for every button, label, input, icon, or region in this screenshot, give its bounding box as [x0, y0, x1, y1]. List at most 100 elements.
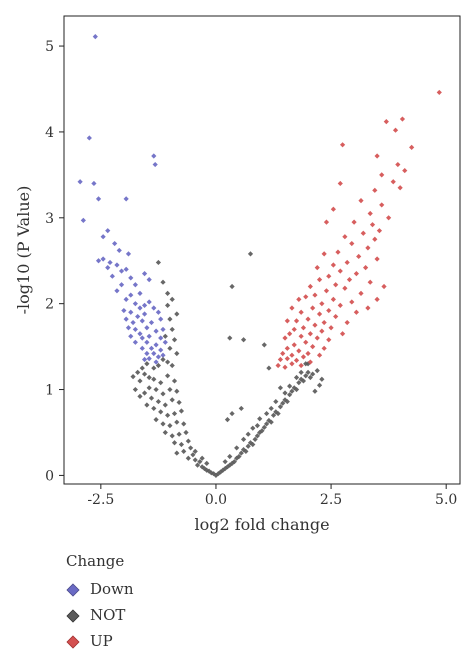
data-point [132, 301, 138, 307]
data-point [314, 368, 320, 374]
data-point [160, 326, 166, 333]
data-point [169, 296, 175, 302]
data-point [289, 305, 295, 311]
data-point [80, 217, 86, 223]
data-point [174, 450, 180, 456]
data-point [250, 441, 256, 448]
data-point [162, 402, 168, 408]
data-point [356, 253, 362, 260]
data-point [266, 365, 272, 371]
data-point [250, 425, 256, 431]
data-point [162, 429, 168, 436]
data-point [282, 390, 288, 396]
y-tick-label: 2 [45, 297, 54, 313]
data-point [268, 405, 274, 412]
data-point [144, 361, 150, 367]
data-point [360, 230, 366, 236]
data-point [312, 388, 318, 394]
data-point [155, 398, 161, 405]
data-point [296, 380, 302, 386]
data-point [402, 167, 408, 174]
data-point [217, 469, 224, 475]
data-point [337, 302, 343, 308]
data-point [436, 89, 442, 96]
y-axis: 0 1 2 3 4 5 [45, 39, 64, 484]
data-point [296, 348, 302, 354]
data-point [303, 361, 309, 367]
data-point [174, 311, 180, 317]
data-point [395, 161, 401, 168]
data-point [112, 240, 118, 247]
data-point [259, 428, 265, 434]
x-tick-label: -2.5 [87, 492, 114, 508]
data-point [130, 374, 136, 380]
legend-swatch-down [66, 583, 80, 597]
data-point [132, 282, 138, 288]
data-point [171, 337, 178, 343]
data-point [305, 316, 311, 322]
data-point [261, 424, 267, 430]
y-tick-label: 5 [45, 39, 54, 55]
data-point [153, 328, 159, 334]
data-point [365, 305, 371, 311]
data-point [139, 365, 145, 371]
data-point [130, 319, 136, 326]
legend-swatch-not [66, 609, 80, 623]
data-point [287, 383, 293, 389]
data-point [151, 405, 157, 412]
data-point [381, 283, 387, 290]
data-point [227, 335, 233, 341]
data-point [114, 262, 120, 268]
data-point [280, 350, 286, 357]
data-point [293, 374, 300, 381]
data-point [342, 234, 348, 240]
data-point [383, 119, 389, 125]
data-point [86, 135, 92, 141]
data-point [372, 236, 378, 242]
legend: Change Down NOT UP [64, 552, 264, 662]
data-point [141, 302, 148, 308]
data-point [243, 448, 249, 454]
data-point [137, 305, 143, 311]
data-point [158, 380, 164, 386]
data-point [330, 206, 336, 212]
legend-label-up: UP [90, 632, 113, 650]
data-point [105, 265, 111, 271]
data-point [376, 228, 383, 234]
data-point [372, 187, 378, 193]
data-point [123, 266, 129, 272]
data-point [151, 350, 157, 357]
data-point [137, 290, 143, 296]
data-point [107, 259, 113, 266]
x-axis-label: log2 fold change [194, 515, 329, 534]
data-point [95, 258, 102, 264]
data-point [240, 436, 247, 442]
data-point [162, 333, 168, 339]
data-point [123, 316, 129, 322]
data-point [386, 215, 392, 221]
data-point [342, 285, 348, 291]
data-point [231, 459, 237, 465]
data-point [151, 376, 157, 382]
data-point [273, 398, 279, 405]
data-point [183, 429, 189, 436]
data-point [282, 335, 288, 341]
data-point [144, 350, 150, 357]
data-point [171, 378, 178, 384]
data-point [277, 356, 284, 363]
data-point [165, 290, 171, 296]
data-point [379, 202, 385, 208]
data-point [158, 409, 164, 415]
data-point [303, 373, 309, 379]
data-point [287, 331, 293, 337]
data-point [155, 259, 161, 266]
data-point [275, 410, 281, 417]
data-point [91, 180, 97, 187]
data-point [185, 455, 191, 461]
data-point [392, 127, 399, 133]
data-point [289, 361, 295, 367]
data-point [165, 412, 171, 418]
legend-title: Change [66, 552, 125, 570]
data-point [238, 405, 244, 412]
